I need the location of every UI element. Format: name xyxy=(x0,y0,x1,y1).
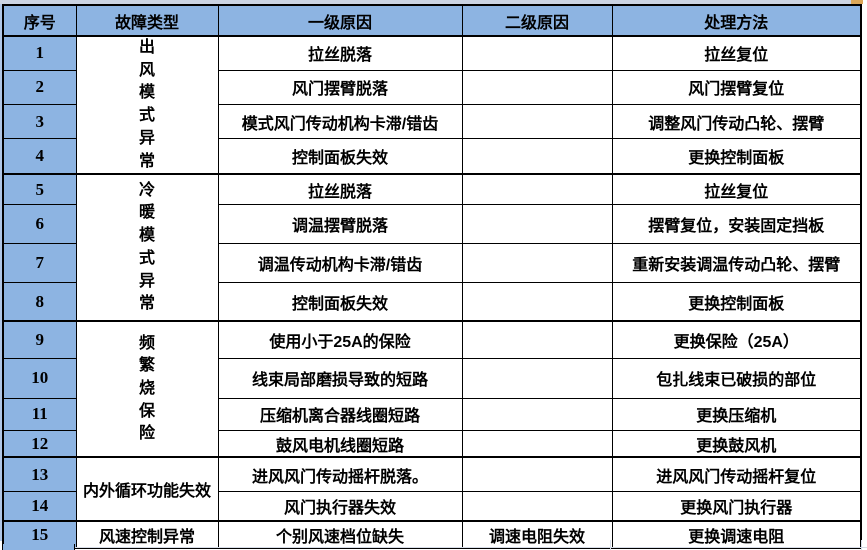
table-row: 12 鼓风电机线圈短路 更换鼓风机 xyxy=(2,429,862,458)
cell-primary-cause[interactable]: 使用小于25A的保险 xyxy=(217,320,463,359)
cell-fault-type[interactable]: 频 繁 烧 保 险 xyxy=(75,320,219,458)
table-row: 6 调温摆臂脱落 摆臂复位，安装固定挡板 xyxy=(2,203,862,244)
cell-remedy[interactable]: 重新安装调温传动凸轮、摆臂 xyxy=(611,242,862,283)
cell-primary-cause[interactable]: 风门摆臂脱落 xyxy=(217,69,463,106)
cell-fault-type[interactable]: 冷 暖 模 式 异 常 xyxy=(75,173,219,322)
gridline xyxy=(861,540,862,550)
cell-secondary-cause[interactable] xyxy=(461,138,613,175)
cell-secondary-cause[interactable]: 调速电阻失效 xyxy=(461,520,613,549)
cell-primary-cause[interactable]: 控制面板失效 xyxy=(217,281,463,322)
header-remedy[interactable]: 处理方法 xyxy=(611,4,862,37)
cell-remedy[interactable]: 拉丝复位 xyxy=(611,173,862,205)
cell-serial-number[interactable]: 12 xyxy=(2,429,77,458)
cell-primary-cause[interactable]: 风门执行器失效 xyxy=(217,490,463,522)
cell-primary-cause[interactable]: 模式风门传动机构卡滞/错齿 xyxy=(217,104,463,140)
cell-remedy[interactable]: 摆臂复位，安装固定挡板 xyxy=(611,203,862,244)
cell-secondary-cause[interactable] xyxy=(461,281,613,322)
cell-remedy[interactable]: 拉丝复位 xyxy=(611,34,862,71)
cell-primary-cause[interactable]: 拉丝脱落 xyxy=(217,34,463,71)
cell-primary-cause[interactable]: 鼓风电机线圈短路 xyxy=(217,429,463,458)
cell-secondary-cause[interactable] xyxy=(461,203,613,244)
header-primary-cause[interactable]: 一级原因 xyxy=(217,4,463,37)
cell-remedy[interactable]: 更换压缩机 xyxy=(611,397,862,431)
cell-primary-cause[interactable]: 拉丝脱落 xyxy=(217,173,463,205)
cell-remedy[interactable]: 更换控制面板 xyxy=(611,281,862,322)
cell-fault-type[interactable]: 风速控制异常 xyxy=(75,520,219,549)
cell-remedy[interactable]: 更换鼓风机 xyxy=(611,429,862,458)
cell-primary-cause[interactable]: 调温摆臂脱落 xyxy=(217,203,463,244)
cell-serial-number[interactable]: 6 xyxy=(2,203,77,244)
cell-serial-number[interactable]: 11 xyxy=(2,397,77,431)
cell-secondary-cause[interactable] xyxy=(461,397,613,431)
cell-remedy[interactable]: 更换调速电阻 xyxy=(611,520,862,549)
cell-secondary-cause[interactable] xyxy=(461,490,613,522)
cell-serial-number[interactable]: 4 xyxy=(2,138,77,175)
cell-serial-number[interactable]: 3 xyxy=(2,104,77,140)
cell-secondary-cause[interactable] xyxy=(461,357,613,399)
cell-secondary-cause[interactable] xyxy=(461,456,613,492)
table-row: 10 线束局部磨损导致的短路 包扎线束已破损的部位 xyxy=(2,357,862,399)
cell-secondary-cause[interactable] xyxy=(461,242,613,283)
cell-fault-type[interactable]: 出 风 模 式 异 常 xyxy=(75,34,219,175)
cell-remedy[interactable]: 进风风门传动摇杆复位 xyxy=(611,456,862,492)
cell-fault-type[interactable]: 内外循环功能失效 xyxy=(75,456,219,522)
cell-serial-number[interactable]: 8 xyxy=(2,281,77,322)
partial-row-above xyxy=(0,0,863,4)
header-serial-number[interactable]: 序号 xyxy=(2,4,77,37)
header-secondary-cause[interactable]: 二级原因 xyxy=(461,4,613,37)
table-row: 15 风速控制异常 个别风速档位缺失 调速电阻失效 更换调速电阻 xyxy=(2,520,862,549)
cell-secondary-cause[interactable] xyxy=(461,429,613,458)
cell-primary-cause[interactable]: 进风风门传动摇杆脱落。 xyxy=(217,456,463,492)
table-row: 13 内外循环功能失效 进风风门传动摇杆脱落。 进风风门传动摇杆复位 xyxy=(2,456,862,522)
sheet-left-sliver xyxy=(0,4,2,541)
table-row: 11 压缩机离合器线圈短路 更换压缩机 xyxy=(2,397,862,431)
cell-secondary-cause[interactable] xyxy=(461,69,613,106)
cell-remedy[interactable]: 调整风门传动凸轮、摆臂 xyxy=(611,104,862,140)
cell-primary-cause[interactable]: 调温传动机构卡滞/错齿 xyxy=(217,242,463,283)
table-header-row: 序号 故障类型 一级原因 二级原因 处理方法 xyxy=(2,4,862,37)
cell-serial-number[interactable]: 9 xyxy=(2,320,77,359)
cell-serial-number[interactable]: 13 xyxy=(2,456,77,492)
cell-secondary-cause[interactable] xyxy=(461,320,613,359)
cell-primary-cause[interactable]: 控制面板失效 xyxy=(217,138,463,175)
table-row: 7 调温传动机构卡滞/错齿 重新安装调温传动凸轮、摆臂 xyxy=(2,242,862,283)
cell-secondary-cause[interactable] xyxy=(461,173,613,205)
cell-secondary-cause[interactable] xyxy=(461,104,613,140)
cell-serial-number[interactable]: 1 xyxy=(2,34,77,71)
cell-remedy[interactable]: 风门摆臂复位 xyxy=(611,69,862,106)
cell-serial-number[interactable]: 7 xyxy=(2,242,77,283)
table-row: 14 风门执行器失效 更换风门执行器 xyxy=(2,490,862,522)
cell-remedy[interactable]: 包扎线束已破损的部位 xyxy=(611,357,862,399)
gridline xyxy=(75,547,867,548)
header-fault-type[interactable]: 故障类型 xyxy=(75,4,219,37)
cell-serial-number[interactable]: 14 xyxy=(2,490,77,522)
cell-serial-number[interactable]: 2 xyxy=(2,69,77,106)
cell-primary-cause[interactable]: 线束局部磨损导致的短路 xyxy=(217,357,463,399)
cell-remedy[interactable]: 更换风门执行器 xyxy=(611,490,862,522)
cell-primary-cause[interactable]: 个别风速档位缺失 xyxy=(217,520,463,549)
table-row: 2 风门摆臂脱落 风门摆臂复位 xyxy=(2,69,862,106)
cell-serial-number[interactable]: 5 xyxy=(2,173,77,205)
cell-remedy[interactable]: 更换保险（25A） xyxy=(611,320,862,359)
corner-accent-cell xyxy=(851,0,863,4)
cell-secondary-cause[interactable] xyxy=(461,34,613,71)
cell-primary-cause[interactable]: 压缩机离合器线圈短路 xyxy=(217,397,463,431)
cell-serial-number[interactable]: 10 xyxy=(2,357,77,399)
gridline xyxy=(610,540,611,550)
cell-remedy[interactable]: 更换控制面板 xyxy=(611,138,862,175)
partial-row-below xyxy=(2,544,75,550)
